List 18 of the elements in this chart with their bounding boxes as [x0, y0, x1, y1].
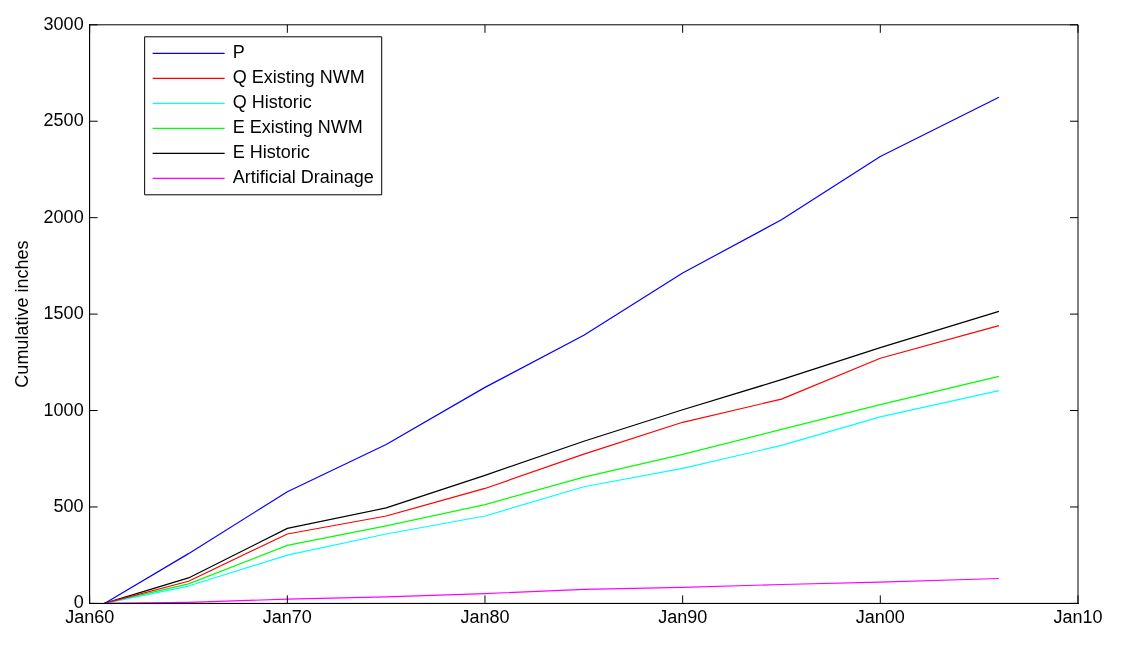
y-tick-label: 2000	[43, 206, 84, 227]
legend-label: Artificial Drainage	[232, 167, 374, 188]
y-tick-label: 1500	[43, 303, 84, 324]
y-tick-label: 1000	[43, 399, 84, 420]
y-tick-label: 2500	[43, 110, 84, 131]
y-tick-label: 500	[53, 495, 84, 516]
x-tick-label: Jan10	[1053, 607, 1103, 628]
y-tick-label: 3000	[43, 13, 84, 34]
legend-label: E Existing NWM	[232, 117, 363, 138]
legend-label: Q Historic	[232, 92, 312, 113]
y-axis-title: Cumulative inches	[11, 240, 32, 388]
x-tick-label: Jan80	[460, 607, 510, 628]
legend-label: P	[232, 42, 245, 63]
x-tick-label: Jan70	[262, 607, 312, 628]
legend-label: E Historic	[232, 142, 310, 163]
x-tick-label: Jan00	[855, 607, 905, 628]
x-tick-label: Jan90	[658, 607, 708, 628]
legend-label: Q Existing NWM	[232, 67, 365, 88]
